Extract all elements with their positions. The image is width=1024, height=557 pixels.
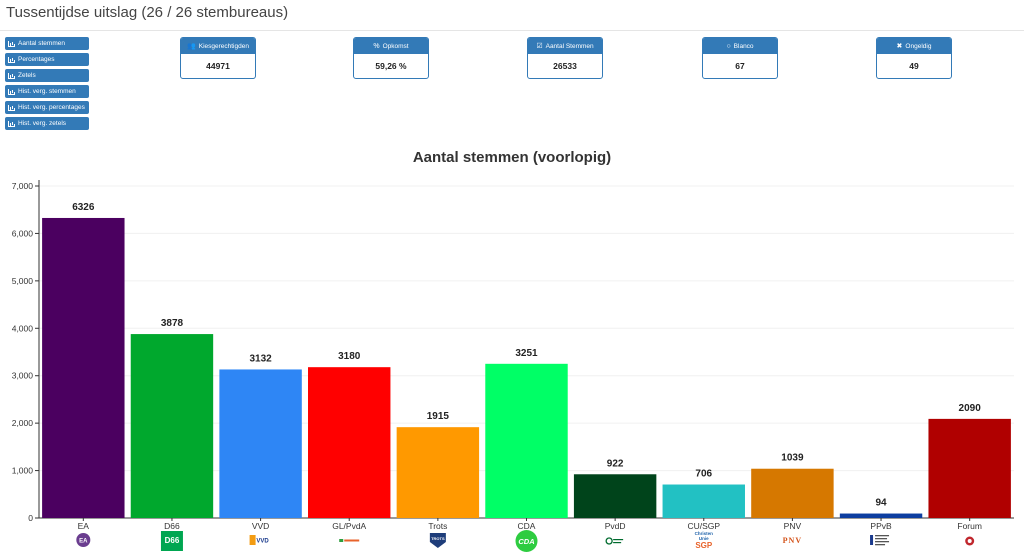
bar-cda	[485, 363, 568, 518]
party-logo-trots: TROTS	[429, 533, 446, 548]
x-tick-label: VVD	[252, 521, 269, 531]
page-title: Tussentijdse uitslag (26 / 26 stembureau…	[6, 4, 289, 21]
bar-chart-icon	[8, 88, 15, 95]
party-logo-pvdd	[605, 537, 624, 545]
bar-d66	[130, 334, 214, 518]
bar-chart-icon	[8, 120, 15, 127]
y-tick-label: 1,000	[12, 466, 34, 476]
stat-value: 59,26 %	[375, 61, 407, 71]
party-logo-pnv: PNV	[783, 536, 802, 545]
percent-icon: %	[373, 42, 380, 50]
bar-gl-pvda	[308, 367, 391, 518]
svg-text:SGP: SGP	[695, 541, 713, 550]
y-tick-label: 2,000	[12, 418, 34, 428]
bar-chart-icon	[8, 104, 15, 111]
view-buttons: Aantal stemmen Percentages Zetels Hist. …	[5, 37, 89, 133]
y-tick-label: 0	[28, 513, 33, 523]
bar-pvdd	[573, 474, 657, 518]
svg-text:CDA: CDA	[518, 537, 534, 546]
title-divider	[0, 30, 1024, 31]
hist-verg-stemmen-button[interactable]: Hist. verg. stemmen	[5, 85, 89, 98]
x-tick-label: PvdD	[605, 521, 626, 531]
stat-value: 44971	[206, 61, 230, 71]
zetels-button[interactable]: Zetels	[5, 69, 89, 82]
svg-text:EA: EA	[79, 539, 88, 545]
stat-value: 67	[735, 61, 745, 71]
stat-ongeldig: ✖ Ongeldig 49	[876, 37, 952, 79]
aantal-stemmen-button[interactable]: Aantal stemmen	[5, 37, 89, 50]
stat-value: 49	[909, 61, 919, 71]
users-icon: 👥	[187, 43, 196, 50]
x-tick-label: CU/SGP	[687, 521, 720, 531]
party-logo-vvd: VVD	[249, 535, 272, 545]
data-label: 3132	[249, 353, 272, 364]
party-logo-cda: CDA	[515, 530, 538, 552]
times-icon: ✖	[896, 43, 903, 50]
svg-text:Christen: Christen	[695, 531, 714, 536]
party-logo-gl-pvda	[339, 539, 360, 542]
data-label: 6326	[72, 202, 95, 213]
party-logo-ea: EA	[76, 533, 91, 547]
svg-text:Unie: Unie	[699, 536, 709, 541]
party-logo-forum	[965, 536, 975, 546]
stat-opkomst: % Opkomst 59,26 %	[353, 37, 429, 79]
y-tick-label: 6,000	[12, 228, 34, 238]
bar-chart-icon	[8, 40, 15, 47]
y-tick-label: 7,000	[12, 181, 34, 191]
y-tick-label: 5,000	[12, 276, 34, 286]
party-logo-d66: D66	[160, 531, 183, 551]
bar-trots	[396, 427, 480, 518]
hist-verg-zetels-button[interactable]: Hist. verg. zetels	[5, 117, 89, 130]
x-tick-label: GL/PvdA	[332, 521, 366, 531]
x-tick-label: CDA	[518, 521, 536, 531]
x-tick-label: D66	[164, 521, 180, 531]
bar-ppvb	[839, 513, 923, 518]
vote-bar-chart: Aantal stemmen (voorlopig) 0 1,000 2,000 3,0…	[12, 149, 1014, 552]
data-label: 1915	[427, 411, 450, 422]
circle-icon: ○	[726, 42, 731, 50]
y-tick-label: 4,000	[12, 323, 34, 333]
bar-chart-icon	[8, 72, 15, 79]
check-square-icon: ☑	[536, 43, 543, 50]
data-label: 922	[607, 458, 624, 469]
x-tick-label: Forum	[957, 521, 982, 531]
x-tick-label: Trots	[428, 521, 447, 531]
stat-blanco: ○ Blanco 67	[702, 37, 778, 79]
x-tick-label: PPvB	[870, 521, 892, 531]
percentages-button[interactable]: Percentages	[5, 53, 89, 66]
x-tick-label: EA	[78, 521, 90, 531]
x-tick-label: PNV	[784, 521, 802, 531]
svg-text:D66: D66	[165, 536, 180, 545]
hist-verg-percentages-button[interactable]: Hist. verg. percentages	[5, 101, 89, 114]
svg-text:PNV: PNV	[783, 536, 802, 545]
data-label: 94	[875, 498, 887, 509]
svg-text:TROTS: TROTS	[431, 536, 445, 541]
bar-pnv	[751, 468, 834, 518]
data-label: 3251	[515, 348, 538, 359]
data-label: 3180	[338, 351, 361, 362]
stat-value: 26533	[553, 61, 577, 71]
party-logo-ppvb	[870, 535, 890, 546]
bar-cu-sgp	[662, 484, 745, 518]
y-tick-label: 3,000	[12, 371, 34, 381]
bar-vvd	[219, 369, 302, 518]
stat-kiesgerechtigden: 👥 Kiesgerechtigden 44971	[180, 37, 256, 79]
bar-chart-icon	[8, 56, 15, 63]
stat-aantal-stemmen: ☑ Aantal Stemmen 26533	[527, 37, 603, 79]
chart-title: Aantal stemmen (voorlopig)	[413, 149, 611, 166]
bar-forum	[928, 418, 1011, 518]
svg-text:VVD: VVD	[256, 539, 269, 545]
data-label: 2090	[959, 403, 982, 414]
data-label: 3878	[161, 318, 184, 329]
data-label: 1039	[781, 453, 804, 464]
bar-ea	[42, 217, 125, 518]
data-label: 706	[695, 469, 712, 480]
